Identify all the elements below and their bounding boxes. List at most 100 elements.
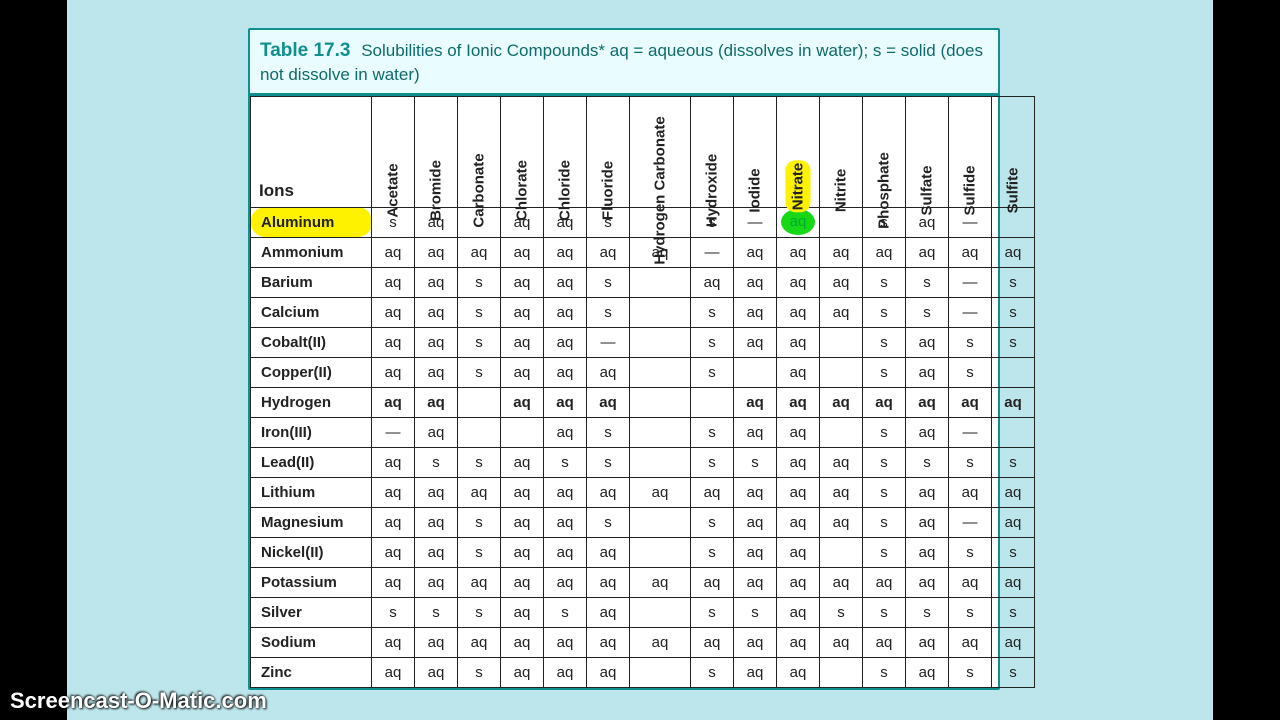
cell: — bbox=[949, 297, 992, 327]
cell bbox=[820, 357, 863, 387]
cell: aq bbox=[630, 477, 691, 507]
cell: aq bbox=[734, 297, 777, 327]
cell bbox=[458, 417, 501, 447]
cell bbox=[630, 297, 691, 327]
cell: s bbox=[906, 267, 949, 297]
cell: aq bbox=[691, 267, 734, 297]
column-header-nitrate: Nitrate bbox=[777, 96, 820, 207]
letterbox: Table 17.3 Solubilities of Ionic Compoun… bbox=[0, 0, 1280, 720]
cell: s bbox=[949, 657, 992, 687]
cell: aq bbox=[777, 297, 820, 327]
column-header-nitrite: Nitrite bbox=[820, 96, 863, 207]
cell bbox=[630, 327, 691, 357]
cell: aq bbox=[415, 417, 458, 447]
cell: aq bbox=[630, 627, 691, 657]
cell: aq bbox=[501, 567, 544, 597]
cell: aq bbox=[544, 417, 587, 447]
cell: aq bbox=[372, 357, 415, 387]
cell: aq bbox=[734, 657, 777, 687]
cell: aq bbox=[992, 507, 1035, 537]
ion-label: Cobalt(II) bbox=[251, 327, 372, 357]
table-row: Copper(II)aqaqsaqaqaqsaqsaqs bbox=[251, 357, 1035, 387]
cell: — bbox=[587, 327, 630, 357]
cell: aq bbox=[372, 237, 415, 267]
table-row: Lithiumaqaqaqaqaqaqaqaqaqaqaqsaqaqaq bbox=[251, 477, 1035, 507]
cell: aq bbox=[372, 297, 415, 327]
cell: aq bbox=[587, 387, 630, 417]
cell: s bbox=[587, 447, 630, 477]
cell bbox=[458, 387, 501, 417]
cell: aq bbox=[777, 387, 820, 417]
cell: aq bbox=[501, 267, 544, 297]
cell: s bbox=[415, 447, 458, 477]
ion-label: Hydrogen bbox=[251, 387, 372, 417]
ion-label: Copper(II) bbox=[251, 357, 372, 387]
cell: aq bbox=[906, 417, 949, 447]
cell: s bbox=[458, 327, 501, 357]
table-row: Cobalt(II)aqaqsaqaq—saqaqsaqss bbox=[251, 327, 1035, 357]
cell: s bbox=[863, 297, 906, 327]
cell: s bbox=[691, 507, 734, 537]
cell: s bbox=[863, 507, 906, 537]
cell: aq bbox=[734, 417, 777, 447]
cell: aq bbox=[820, 627, 863, 657]
header-row: Ions AcetateBromideCarbonateChlorateChlo… bbox=[251, 96, 1035, 207]
cell: aq bbox=[415, 237, 458, 267]
cell: aq bbox=[501, 627, 544, 657]
cell bbox=[630, 657, 691, 687]
column-header-phosphate: Phosphate bbox=[863, 96, 906, 207]
cell: aq bbox=[372, 477, 415, 507]
cell bbox=[820, 417, 863, 447]
cell: aq bbox=[777, 357, 820, 387]
cell: aq bbox=[777, 507, 820, 537]
cell: aq bbox=[734, 267, 777, 297]
ion-label: Lithium bbox=[251, 477, 372, 507]
column-header-bromide: Bromide bbox=[415, 96, 458, 207]
column-header-sulfate: Sulfate bbox=[906, 96, 949, 207]
cell: aq bbox=[587, 657, 630, 687]
cell: aq bbox=[544, 357, 587, 387]
cell: aq bbox=[906, 537, 949, 567]
cell: s bbox=[458, 657, 501, 687]
cell bbox=[630, 507, 691, 537]
cell: aq bbox=[544, 507, 587, 537]
cell: aq bbox=[777, 237, 820, 267]
cell: s bbox=[734, 447, 777, 477]
cell: s bbox=[949, 357, 992, 387]
cell: s bbox=[458, 447, 501, 477]
cell: s bbox=[949, 327, 992, 357]
cell bbox=[630, 357, 691, 387]
cell: aq bbox=[587, 567, 630, 597]
cell: aq bbox=[691, 627, 734, 657]
cell: aq bbox=[544, 387, 587, 417]
cell: aq bbox=[501, 477, 544, 507]
cell: s bbox=[863, 267, 906, 297]
cell: aq bbox=[544, 567, 587, 597]
cell: aq bbox=[544, 297, 587, 327]
cell: — bbox=[949, 507, 992, 537]
cell: aq bbox=[906, 237, 949, 267]
cell: aq bbox=[691, 567, 734, 597]
cell: aq bbox=[372, 327, 415, 357]
cell: aq bbox=[415, 357, 458, 387]
cell: s bbox=[587, 297, 630, 327]
cell bbox=[630, 417, 691, 447]
cell: aq bbox=[415, 267, 458, 297]
cell: s bbox=[992, 597, 1035, 627]
cell: aq bbox=[820, 477, 863, 507]
table-row: Ammoniumaqaqaqaqaqaqaq—aqaqaqaqaqaqaq bbox=[251, 237, 1035, 267]
cell: aq bbox=[372, 387, 415, 417]
cell: aq bbox=[734, 507, 777, 537]
cell: aq bbox=[587, 627, 630, 657]
table-row: Aluminumsaqaqaqss—aqsaq— bbox=[251, 207, 1035, 237]
cell: aq bbox=[544, 657, 587, 687]
table-card: Table 17.3 Solubilities of Ionic Compoun… bbox=[248, 28, 1000, 690]
column-header-carbonate: Carbonate bbox=[458, 96, 501, 207]
cell: aq bbox=[587, 477, 630, 507]
cell: aq bbox=[949, 237, 992, 267]
cell: s bbox=[691, 297, 734, 327]
table-row: Zincaqaqsaqaqaqsaqaqsaqss bbox=[251, 657, 1035, 687]
cell: s bbox=[587, 267, 630, 297]
cell: aq bbox=[630, 567, 691, 597]
cell: aq bbox=[372, 567, 415, 597]
